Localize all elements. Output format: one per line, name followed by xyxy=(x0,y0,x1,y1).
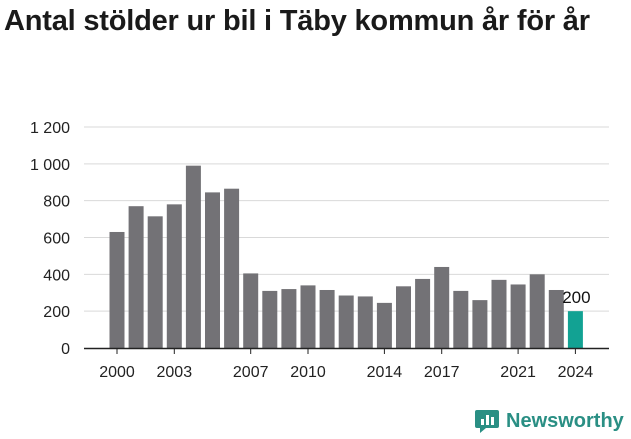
y-tick-label: 1 000 xyxy=(30,157,70,174)
bar-2016 xyxy=(415,278,431,348)
x-tick-label: 2007 xyxy=(233,364,269,381)
brand-name: Newsworthy xyxy=(506,409,624,432)
bar-2012 xyxy=(338,295,354,348)
bar-2015 xyxy=(396,286,411,348)
bar-2019 xyxy=(472,300,488,348)
newsworthy-logo-icon xyxy=(475,410,499,433)
y-axis: 0 200 400 600 800 1 000 1 200 xyxy=(30,120,70,358)
y-tick-label: 0 xyxy=(61,341,70,358)
x-axis: 2000 2003 2007 2010 2014 2017 2021 2024 xyxy=(84,347,609,381)
bar-2005 xyxy=(205,192,220,348)
bar-2010 xyxy=(300,285,316,348)
bar-2001 xyxy=(128,206,144,348)
y-tick-label: 800 xyxy=(43,194,70,211)
bar-2024 xyxy=(567,311,583,348)
bar-2020 xyxy=(491,279,507,348)
bar-2006 xyxy=(224,188,240,348)
chart-title: Antal stölder ur bil i Täby kommun år fö… xyxy=(4,5,590,37)
x-tick-label: 2003 xyxy=(157,364,193,381)
bar-2011 xyxy=(319,289,335,348)
bar-2007 xyxy=(243,273,259,348)
y-tick-label: 400 xyxy=(43,267,70,284)
y-tick-label: 1 200 xyxy=(30,120,70,137)
bars xyxy=(109,165,583,348)
bar-2008 xyxy=(262,290,278,348)
bar-2014 xyxy=(376,302,392,348)
x-tick-label: 2017 xyxy=(424,364,460,381)
bar-2022 xyxy=(529,274,545,348)
x-tick-label: 2024 xyxy=(558,364,594,381)
y-tick-label: 200 xyxy=(43,304,70,321)
bar-2000 xyxy=(109,231,125,348)
bar-2003 xyxy=(166,204,182,348)
bar-2017 xyxy=(434,266,450,348)
data-labels: 200 xyxy=(562,288,590,307)
x-tick-label: 2014 xyxy=(367,364,403,381)
brand-logo: Newsworthy xyxy=(474,408,624,434)
bar-2021 xyxy=(510,284,526,348)
bar-2002 xyxy=(147,216,163,348)
data-label: 200 xyxy=(562,288,590,307)
x-tick-label: 2010 xyxy=(290,364,326,381)
bar-2023 xyxy=(548,289,564,348)
bar-2004 xyxy=(185,165,201,348)
x-tick-label: 2021 xyxy=(500,364,536,381)
x-tick-label: 2000 xyxy=(99,364,135,381)
bar-2018 xyxy=(453,290,469,348)
bar-2013 xyxy=(357,296,373,348)
bar-2009 xyxy=(281,289,297,348)
y-tick-label: 600 xyxy=(43,231,70,248)
